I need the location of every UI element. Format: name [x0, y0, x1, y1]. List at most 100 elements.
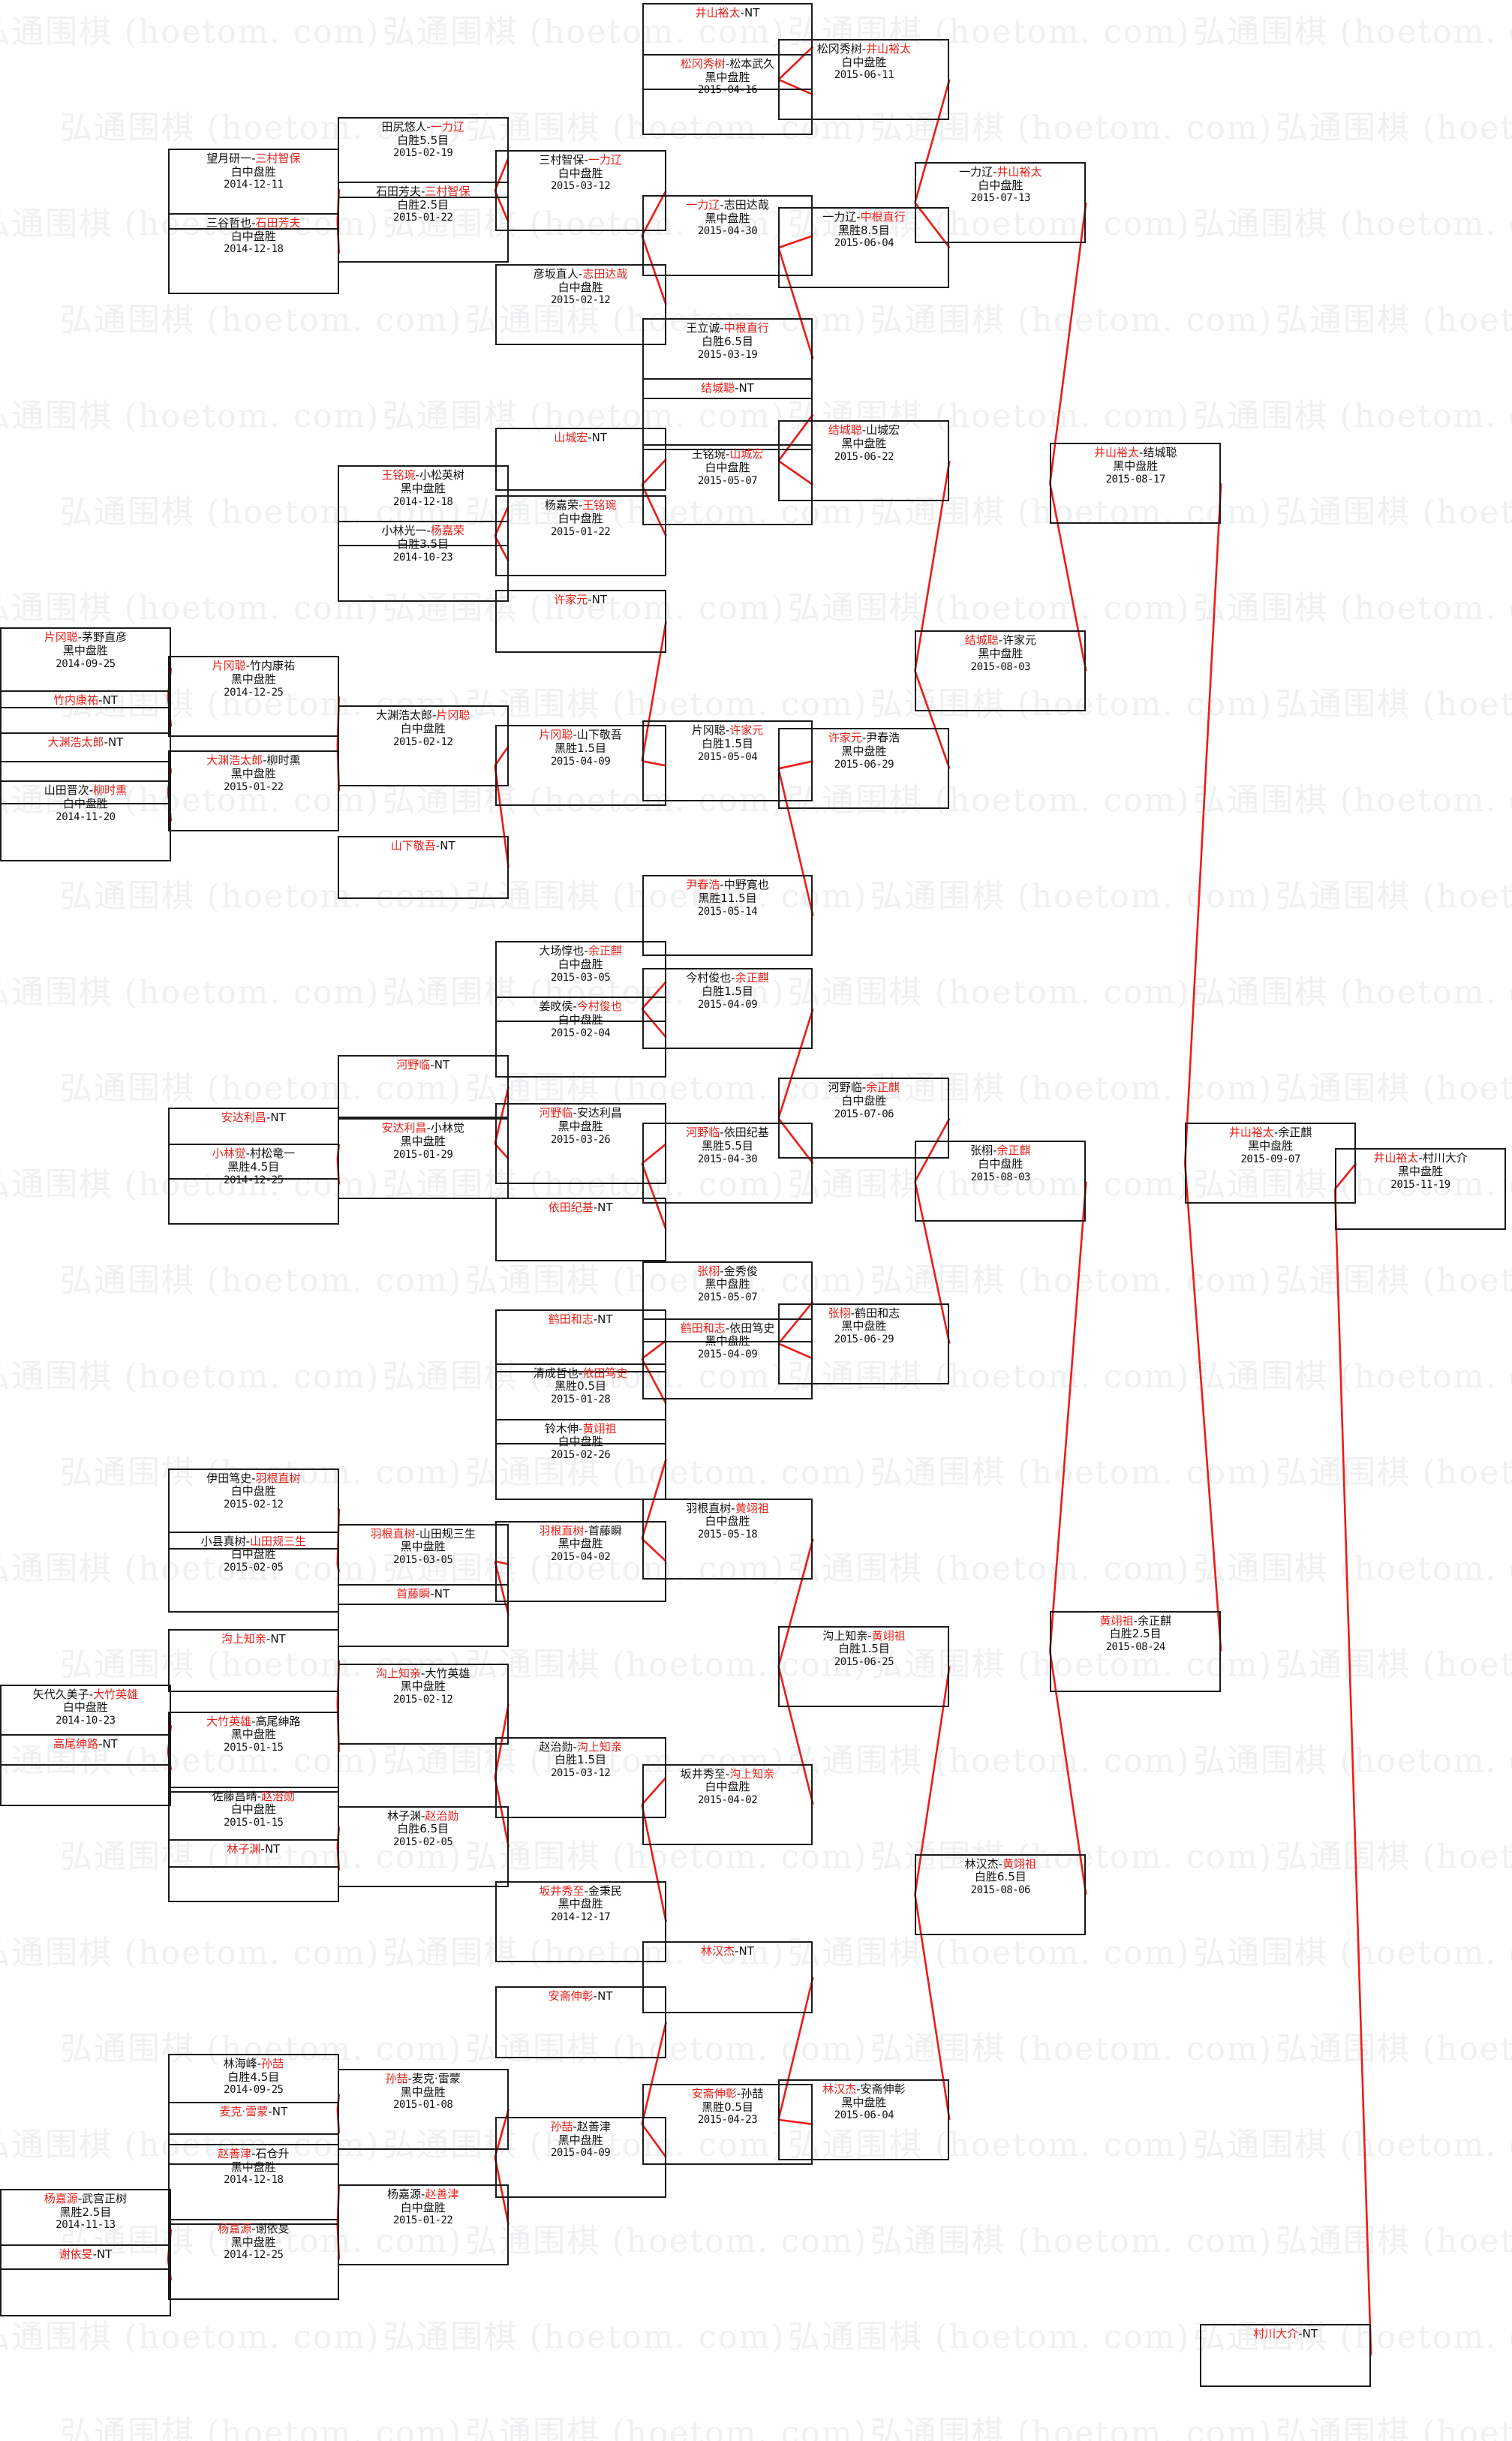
match-node[interactable]: 许家元-尹春浩 黑中盘胜 2015-06-29 — [778, 728, 950, 810]
match-date: 2015-02-12 — [393, 735, 453, 748]
player-left: 结城聪 — [828, 423, 862, 437]
match-node[interactable]: 坂井秀至-金秉民 黑中盘胜 2014-12-17 — [494, 1880, 666, 1962]
player-left: 孙喆 — [385, 2071, 408, 2085]
player-separator: - — [720, 1126, 724, 1140]
match-node[interactable]: 林汉杰-黄翊祖 白胜6.5目 2015-08-06 — [915, 1853, 1087, 1935]
match-node[interactable]: 大渊浩太郎-片冈聪 白中盘胜 2015-02-12 — [337, 705, 509, 787]
player-left: 小林光一 — [381, 524, 427, 538]
match-node[interactable]: 王铭琬-山城宏 白中盘胜 2015-05-07 — [642, 444, 813, 526]
match-result: 黑中盘胜 — [400, 1135, 446, 1149]
match-players: 松冈秀树-井山裕太 — [780, 42, 948, 56]
match-node[interactable]: 大渊浩太郎-柳时熏 黑中盘胜 2015-01-22 — [167, 750, 339, 832]
match-node[interactable]: 安斋伸彰-NT — [494, 1986, 666, 2058]
player-separator: - — [998, 633, 1003, 648]
match-node[interactable]: 铃木伸-黄翊祖 白中盘胜 2015-02-26 — [494, 1418, 666, 1500]
match-node[interactable]: 松冈秀树-松本武久 黑中盘胜 2015-04-16 — [642, 54, 813, 136]
match-node[interactable]: 矢代久美子-大竹英雄 白中盘胜 2014-10-23 — [0, 1684, 171, 1766]
match-node[interactable]: 许家元-NT — [494, 590, 666, 654]
match-node[interactable]: 村川大介-NT — [1200, 2323, 1372, 2387]
match-node[interactable]: 杨嘉荣-王铭琬 白中盘胜 2015-01-22 — [494, 495, 666, 577]
match-node[interactable]: 河野临-NT — [337, 1055, 509, 1119]
match-node[interactable]: 张栩-金秀俊 黑中盘胜 2015-05-07 — [642, 1261, 813, 1342]
match-node[interactable]: 小林光一-杨嘉荣 白胜3.5目 2014-10-23 — [337, 521, 509, 603]
match-node[interactable]: 三村智保-一力辽 白中盘胜 2015-03-12 — [494, 150, 666, 232]
match-node[interactable]: 尹春浩-中野寛也 黑胜11.5目 2015-05-14 — [642, 875, 813, 957]
match-node[interactable]: 片冈聪-山下敬吾 黑胜1.5目 2015-04-09 — [494, 725, 666, 807]
match-date: 2015-02-19 — [393, 147, 453, 160]
match-result: 白中盘胜 — [558, 166, 603, 180]
match-node[interactable]: 安斋伸彰-孙喆 黑胜0.5目 2015-04-23 — [642, 2083, 813, 2165]
match-node[interactable]: 彦坂直人-志田达哉 白中盘胜 2015-02-12 — [494, 264, 666, 346]
match-node[interactable]: 羽根直树-黄翊祖 白中盘胜 2015-05-18 — [642, 1498, 813, 1580]
match-node[interactable]: 河野临-安达利昌 黑中盘胜 2015-03-26 — [494, 1103, 666, 1185]
watermark-text: 弘通围棋 (hoetom. com) — [1276, 1646, 1512, 1684]
player-left: 大渊浩太郎 — [206, 753, 263, 768]
match-node[interactable]: 王立诚-中根直行 白胜6.5目 2015-03-19 — [642, 318, 813, 400]
match-node[interactable]: 首藤瞬-NT — [337, 1583, 509, 1647]
match-node[interactable]: 一力辽-井山裕太 白中盘胜 2015-07-13 — [915, 162, 1087, 244]
match-node[interactable]: 张栩-鹤田和志 黑中盘胜 2015-06-29 — [778, 1303, 950, 1384]
match-node[interactable]: 井山裕太-余正麒 黑中盘胜 2015-09-07 — [1185, 1123, 1357, 1204]
match-node[interactable]: 山城宏-NT — [494, 428, 666, 492]
match-node[interactable]: 大渊浩太郎-NT — [0, 732, 171, 805]
match-node[interactable]: 松冈秀树-井山裕太 白中盘胜 2015-06-11 — [778, 39, 950, 121]
match-node[interactable]: 石田芳夫-三村智保 白胜2.5目 2015-01-22 — [337, 182, 509, 263]
match-node[interactable]: 井山裕太-村川大介 黑中盘胜 2015-11-19 — [1335, 1148, 1506, 1230]
bye-label: NT — [591, 431, 608, 445]
match-node[interactable]: 谢依旻-NT — [0, 2244, 171, 2316]
match-node[interactable]: 林子渊-赵治勋 白胜6.5目 2015-02-05 — [337, 1805, 509, 1887]
match-node[interactable]: 片冈聪-竹内康祐 黑中盘胜 2014-12-25 — [167, 656, 339, 738]
match-node[interactable]: 山田晋次-柳时熏 白中盘胜 2014-11-20 — [0, 780, 171, 862]
match-node[interactable]: 山下敬吾-NT — [337, 836, 509, 900]
match-node[interactable]: 杨嘉源-武宫正树 黑胜2.5目 2014-11-13 — [0, 2188, 171, 2270]
match-node[interactable]: 伊田笃史-羽根直树 白中盘胜 2015-02-12 — [167, 1468, 339, 1550]
match-node[interactable]: 赵善津-石仓升 黑中盘胜 2014-12-18 — [167, 2143, 339, 2225]
match-date: 2015-06-04 — [834, 237, 894, 250]
match-node[interactable]: 姜旼侯-今村俊也 白中盘胜 2015-02-04 — [494, 997, 666, 1078]
match-players: 井山裕太-NT — [644, 6, 812, 20]
match-node[interactable]: 孙喆-赵善津 黑中盘胜 2015-04-09 — [494, 2116, 666, 2198]
match-node[interactable]: 安达利昌-小林觉 黑中盘胜 2015-01-29 — [337, 1118, 509, 1200]
match-node[interactable]: 井山裕太-结城聪 黑中盘胜 2015-08-17 — [1050, 443, 1222, 525]
match-node[interactable]: 羽根直树-首藤瞬 黑中盘胜 2015-04-02 — [494, 1520, 666, 1602]
match-node[interactable]: 孙喆-麦克·雷蒙 黑中盘胜 2015-01-08 — [337, 2068, 509, 2150]
match-node[interactable]: 依田纪基-NT — [494, 1198, 666, 1261]
player-left: 王立诚 — [686, 321, 720, 335]
match-node[interactable]: 大竹英雄-高尾绅路 黑中盘胜 2015-01-15 — [167, 1711, 339, 1793]
match-node[interactable]: 清成哲也-依田笃史 黑胜0.5目 2015-01-28 — [494, 1363, 666, 1444]
match-node[interactable]: 佐藤昌晴-赵治勋 白中盘胜 2015-01-15 — [167, 1786, 339, 1868]
match-result: 白中盘胜 — [230, 164, 276, 179]
match-node[interactable]: 黄翊祖-余正麒 白胜2.5目 2015-08-24 — [1050, 1610, 1222, 1692]
player-left: 片冈聪 — [539, 728, 573, 742]
match-players: 山下敬吾-NT — [339, 839, 507, 853]
match-node[interactable]: 鹤田和志-依田笃史 黑中盘胜 2015-04-09 — [642, 1318, 813, 1399]
player-separator: - — [861, 731, 867, 745]
player-separator: - — [420, 1808, 425, 1823]
match-node[interactable]: 结城聪-许家元 黑中盘胜 2015-08-03 — [915, 630, 1087, 712]
match-node[interactable]: 三谷哲也-石田芳夫 白中盘胜 2014-12-18 — [167, 213, 339, 295]
match-node[interactable]: 沟上知亲-大竹英雄 黑中盘胜 2015-02-12 — [337, 1663, 509, 1745]
match-node[interactable]: 沟上知亲-黄翊祖 白胜1.5目 2015-06-25 — [778, 1625, 950, 1707]
match-node[interactable]: 林汉杰-安斋伸彰 黑中盘胜 2015-06-04 — [778, 2079, 950, 2160]
match-node[interactable]: 林子渊-NT — [167, 1838, 339, 1902]
match-node[interactable]: 小县真树-山田规三生 白中盘胜 2015-02-05 — [167, 1531, 339, 1613]
match-node[interactable]: 高尾绅路-NT — [0, 1733, 171, 1806]
match-node[interactable]: 杨嘉源-谢依旻 黑中盘胜 2014-12-25 — [167, 2218, 339, 2300]
match-node[interactable]: 结城聪-山城宏 黑中盘胜 2015-06-22 — [778, 420, 950, 502]
match-node[interactable]: 小林觉-村松竜一 黑胜4.5目 2014-12-25 — [167, 1144, 339, 1225]
player-right: 三村智保 — [425, 185, 470, 199]
match-node[interactable]: 今村俊也-余正麒 白胜1.5目 2015-04-09 — [642, 968, 813, 1050]
match-node[interactable]: 赵治勋-沟上知亲 白胜1.5目 2015-03-12 — [494, 1736, 666, 1818]
match-node[interactable]: 大场惇也-余正麒 白中盘胜 2015-03-05 — [494, 941, 666, 1023]
match-node[interactable]: 杨嘉源-赵善津 白中盘胜 2015-01-22 — [337, 2184, 509, 2265]
player-separator: - — [588, 593, 592, 607]
match-node[interactable]: 沟上知亲-NT — [167, 1628, 339, 1692]
player-left: 黄翊祖 — [1099, 1613, 1134, 1628]
match-date: 2015-04-16 — [697, 84, 758, 97]
match-result: 白中盘胜 — [558, 957, 603, 972]
player-right: 村川大介 — [1422, 1151, 1468, 1165]
match-node[interactable]: 坂井秀至-沟上知亲 白中盘胜 2015-04-02 — [642, 1763, 813, 1845]
match-node[interactable]: 张栩-余正麒 白中盘胜 2015-08-03 — [915, 1141, 1087, 1222]
match-node[interactable]: 林汉杰-NT — [642, 1940, 813, 2013]
player-left: 林汉杰 — [964, 1856, 999, 1871]
